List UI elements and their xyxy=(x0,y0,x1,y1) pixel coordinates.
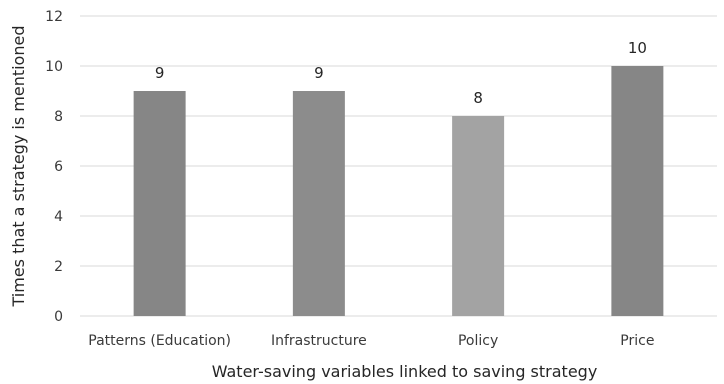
x-tick-label: Patterns (Education) xyxy=(88,333,231,349)
bar xyxy=(611,66,664,316)
x-axis-categories: Patterns (Education) Infrastructure Policy… xyxy=(88,333,654,349)
bar xyxy=(452,116,505,316)
y-axis-ticks: 0 2 4 6 8 10 12 xyxy=(45,9,63,325)
x-tick-label: Policy xyxy=(458,333,498,349)
y-axis-title: Times that a strategy is mentioned xyxy=(9,26,28,308)
data-label: 9 xyxy=(314,64,324,82)
data-label: 8 xyxy=(473,89,483,107)
x-tick-label: Infrastructure xyxy=(271,333,367,349)
y-tick-label: 10 xyxy=(45,59,63,75)
data-label: 9 xyxy=(155,64,165,82)
x-tick-label: Price xyxy=(620,333,654,349)
bar xyxy=(133,91,186,316)
x-axis-title: Water-saving variables linked to saving … xyxy=(212,362,598,381)
gridlines xyxy=(80,15,717,317)
bar xyxy=(292,91,345,316)
y-tick-label: 0 xyxy=(54,309,63,325)
y-tick-label: 6 xyxy=(54,159,63,175)
data-label: 10 xyxy=(628,39,647,57)
data-labels: 9 9 8 10 xyxy=(155,39,647,107)
bars xyxy=(133,66,664,316)
y-tick-label: 12 xyxy=(45,9,63,25)
y-tick-label: 2 xyxy=(54,259,63,275)
y-tick-label: 4 xyxy=(54,209,63,225)
y-tick-label: 8 xyxy=(54,109,63,125)
